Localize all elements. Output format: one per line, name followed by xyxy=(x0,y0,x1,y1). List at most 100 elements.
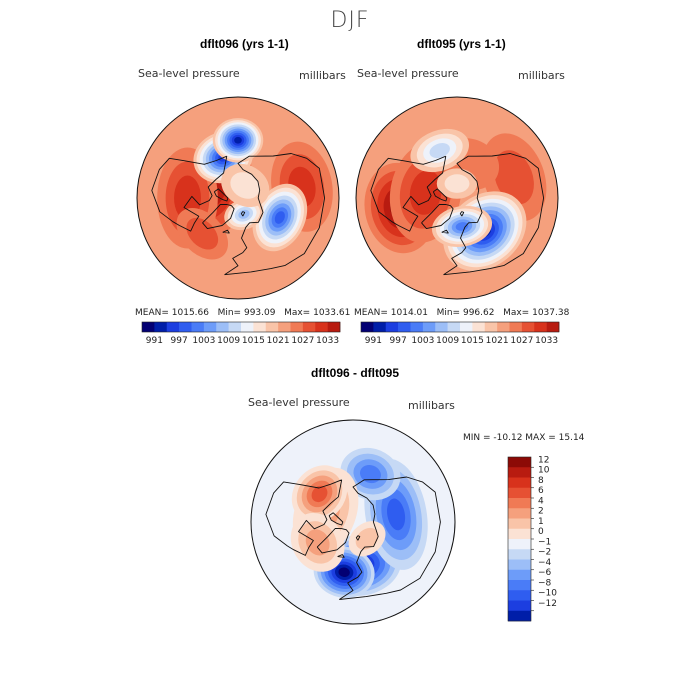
colorbar-segment xyxy=(265,322,279,332)
field-contour-blob xyxy=(410,128,470,173)
colorbar-tick-label: −4 xyxy=(538,558,552,568)
coastline-2 xyxy=(224,153,326,276)
contour-level xyxy=(359,464,381,484)
colorbar-segment xyxy=(435,322,448,332)
map-panel-3 xyxy=(250,419,456,625)
contour-level xyxy=(234,136,242,144)
page-title: DJF xyxy=(330,8,370,33)
units-label-right: millibars xyxy=(518,69,565,82)
colorbar-tick-label: 1033 xyxy=(316,336,339,346)
colorbar-tick-label: 1015 xyxy=(242,336,265,346)
colorbar-tick-label: 991 xyxy=(365,336,382,346)
colorbar-segment xyxy=(508,528,531,540)
contour-level xyxy=(493,150,534,205)
pressure-field xyxy=(137,97,339,299)
units-label-left: millibars xyxy=(299,69,346,82)
colorbar-tick-label: 1 xyxy=(538,517,544,527)
colorbar-tick-label: 1021 xyxy=(267,336,290,346)
colorbar-segment xyxy=(508,559,531,571)
contour-level xyxy=(338,567,350,578)
colorbar-tick-label: 1009 xyxy=(217,336,240,346)
coastline-0 xyxy=(265,479,343,556)
stat-min-value: 993.09 xyxy=(243,308,276,318)
colorbar-segment xyxy=(534,322,547,332)
stat-max-value: 1037.38 xyxy=(532,308,570,318)
colorbar-right: 991 997 1003 1009 1015 1021 1027 1033 xyxy=(360,321,560,346)
pressure-field xyxy=(251,420,455,624)
colorbar-segment xyxy=(422,322,436,332)
stats-right: MEAN= 1014.01 Min= 996.62 Max= 1037.38 xyxy=(354,308,569,318)
colorbar-segment xyxy=(179,322,192,332)
coastline-5 xyxy=(240,211,246,217)
coastline-0 xyxy=(370,155,447,232)
variable-label-bottom: Sea-level pressure xyxy=(248,396,350,409)
colorbar-segment xyxy=(142,322,155,332)
colorbar-segment xyxy=(509,322,523,332)
contour-level xyxy=(274,211,285,224)
colorbar-segment xyxy=(253,322,267,332)
colorbar-tick-label: 997 xyxy=(390,336,407,346)
units-label-bottom: millibars xyxy=(408,399,455,412)
contour-level xyxy=(305,529,330,556)
stat-max-label: Max= xyxy=(503,308,530,318)
colorbar-tick-label: 10 xyxy=(538,466,550,476)
colorbar-tick-label: 8 xyxy=(538,476,544,486)
stats-bottom: MIN = -10.12 MAX = 15.14 xyxy=(463,433,585,443)
field-contour-blob xyxy=(212,118,264,163)
colorbar-segment xyxy=(410,322,424,332)
colorbar-segment xyxy=(385,322,399,332)
contour-level xyxy=(455,222,469,231)
coastline-3 xyxy=(213,188,229,202)
coastline-5 xyxy=(459,211,465,217)
stat-max-label: Max= xyxy=(284,308,311,318)
colorbar-segment xyxy=(508,590,531,601)
coastline-0 xyxy=(151,155,228,232)
map-boundary xyxy=(355,96,559,300)
colorbar-tick-label: 991 xyxy=(146,336,163,346)
map-boundary xyxy=(250,419,456,625)
colorbar-tick-label: 997 xyxy=(171,336,188,346)
colorbar-segment xyxy=(460,322,473,332)
colorbar-segment xyxy=(278,322,291,332)
colorbar-segment xyxy=(521,322,535,332)
colorbar-tick-label: −8 xyxy=(538,578,552,588)
colorbar-segment xyxy=(154,322,168,332)
coastline-2 xyxy=(339,476,441,600)
colorbar-segment xyxy=(216,322,229,332)
colorbar-segment xyxy=(373,322,387,332)
colorbar-segment xyxy=(447,322,461,332)
colorbar-segment xyxy=(508,600,531,612)
colorbar-segment xyxy=(484,322,498,332)
colorbar-segment xyxy=(228,322,242,332)
colorbar-segment xyxy=(508,498,531,509)
colorbar-tick-label: 1027 xyxy=(510,336,533,346)
coastline-2 xyxy=(443,153,545,276)
coastline-3 xyxy=(328,512,344,526)
colorbar-tick-label: −2 xyxy=(538,548,551,558)
colorbar-segment xyxy=(508,508,531,519)
field-contour-blob xyxy=(252,183,308,252)
stat-min-label: Min= xyxy=(217,308,242,318)
colorbar-segment xyxy=(546,322,560,332)
colorbar-frame xyxy=(141,321,341,333)
stats-left: MEAN= 1015.66 Min= 993.09 Max= 1033.61 xyxy=(135,308,350,318)
colorbar-tick-label: 1021 xyxy=(486,336,509,346)
field-contour-blob xyxy=(436,168,478,199)
variable-label-left: Sea-level pressure xyxy=(138,67,240,80)
coastline-1 xyxy=(421,203,454,230)
colorbar-tick-label: 2 xyxy=(538,507,544,517)
coastline-5 xyxy=(355,535,361,541)
colorbar-segment xyxy=(472,322,486,332)
contour-level xyxy=(355,527,379,550)
coastline-4 xyxy=(441,229,449,234)
field-contour-blob xyxy=(176,207,229,260)
map-boundary xyxy=(136,96,340,300)
colorbar-segment xyxy=(327,322,341,332)
stat-min-value: 996.62 xyxy=(462,308,495,318)
panel-title-left: dflt096 (yrs 1-1) xyxy=(200,37,289,51)
colorbar-tick-label: 1003 xyxy=(192,336,215,346)
colorbar-frame xyxy=(360,321,560,333)
coastline-4 xyxy=(222,229,230,234)
